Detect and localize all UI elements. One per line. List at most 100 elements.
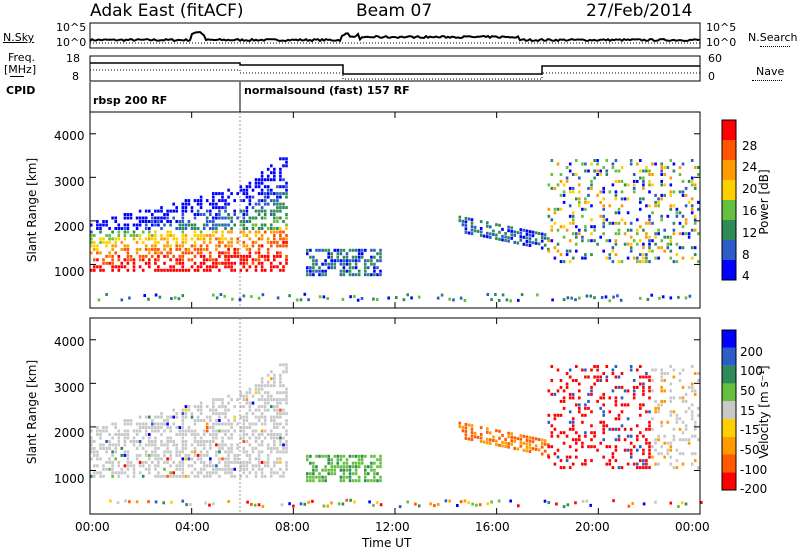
power-cell [172,265,175,269]
power-cell [608,221,612,225]
power-cell [608,253,612,257]
velocity-cell [138,464,142,468]
date-title: 27/Feb/2014 [586,1,693,21]
velocity-cell [578,438,581,442]
velocity-cell [285,433,288,436]
power-cell [276,230,279,234]
velocity-cell [181,415,185,419]
velocity-cell [96,471,99,475]
velocity-cell [590,445,593,449]
velocity-cell [678,427,682,431]
velocity-cell [282,391,285,395]
velocity-cell [333,465,337,469]
velocity-cell [242,440,246,443]
velocity-cell [611,455,615,459]
power-cell [402,298,406,302]
power-cell [209,254,212,258]
velocity-cell [602,392,605,396]
velocity-cell [138,443,142,447]
velocity-cell [379,458,382,462]
power-cell [181,237,185,241]
power-cell [263,199,267,203]
power-cb-tick-4: 4 [742,269,750,283]
power-cell [102,258,105,262]
power-cell [117,230,121,234]
power-cell [690,197,694,201]
velocity-cell [160,422,163,426]
power-cell [181,265,185,269]
velocity-cell [126,467,130,471]
velocity-cell [547,445,551,449]
velocity-cell [242,446,246,450]
velocity-cell [654,399,657,403]
velocity-cell [218,446,221,450]
velocity-cell [279,363,282,367]
power-cell [578,197,581,201]
power-cell [96,227,99,230]
velocity-cell [99,446,102,450]
velocity-cell [690,417,694,421]
velocity-cell [562,396,566,400]
power-cell [285,192,288,196]
velocity-cell [166,446,169,450]
velocity-cell [218,460,221,464]
power-cell [230,230,233,234]
power-cell [681,193,685,197]
power-cell [387,296,390,300]
velocity-cell [190,412,194,416]
freq-series [90,62,700,75]
velocity-cell [360,461,364,465]
velocity-cell [324,468,327,472]
power-cell [154,261,157,265]
velocity-cell [614,417,618,421]
velocity-cb-segment [722,436,736,455]
velocity-cell [239,429,243,433]
power-cell [144,247,148,251]
power-cb-segment [722,200,736,220]
velocity-cell [160,457,163,461]
velocity-cell [568,368,572,372]
velocity-cell [114,457,117,461]
power-cell [697,200,700,204]
velocity-cell [623,403,627,407]
velocity-cell [578,396,581,400]
velocity-cell [678,379,682,382]
velocity-cell [525,449,529,453]
power-cell [175,261,178,265]
power-cell [669,183,673,187]
velocity-cell [292,504,295,508]
power-cell [605,218,609,222]
power-cell [354,262,358,266]
power-cell [626,242,630,246]
velocity-cell [263,436,267,440]
power-cell [620,166,624,169]
velocity-cell [672,375,676,379]
velocity-cell [160,433,163,436]
velocity-cell [543,449,547,453]
power-cell [248,251,252,255]
velocity-cell [251,446,255,450]
power-cell [178,258,182,262]
velocity-cell [248,457,252,461]
power-cell [114,216,117,220]
power-cell [270,199,273,203]
power-cell [663,228,666,232]
velocity-cell [209,457,212,461]
velocity-cell [620,396,624,400]
power-cell [251,227,255,230]
power-cell [642,228,645,232]
power-cell [285,258,288,262]
power-cell [306,248,309,252]
power-cell [617,169,621,173]
velocity-cell [230,446,233,450]
power-cell [654,256,657,260]
velocity-cell [367,479,370,483]
velocity-cell [181,436,185,440]
velocity-cell [245,464,249,468]
velocity-cb-segment [722,347,736,366]
velocity-cell [260,471,264,475]
power-cell [663,166,666,169]
power-cell [663,249,666,253]
power-cell [215,258,218,262]
power-cell [614,193,618,197]
